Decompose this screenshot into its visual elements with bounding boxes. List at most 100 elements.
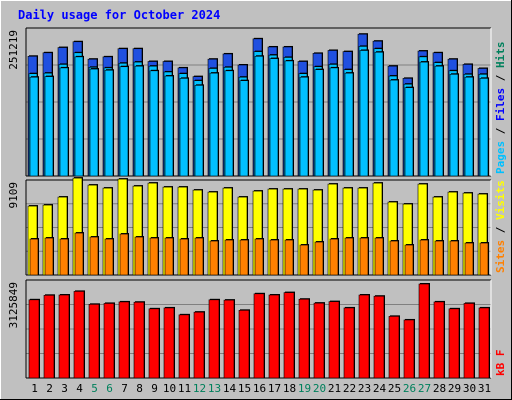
top-panel-bar-pages <box>29 76 39 177</box>
top-panel-bar-pages <box>449 73 459 177</box>
bottom-panel-bar-kbytes <box>433 301 445 379</box>
top-panel-bar-pages <box>149 70 159 177</box>
x-tick-label: 29 <box>448 382 461 395</box>
x-tick-label: 30 <box>463 382 476 395</box>
middle-panel-bar-sites <box>29 238 39 276</box>
top-panel-bar-pages <box>479 78 489 177</box>
bottom-panel-bar-kbytes <box>253 293 265 379</box>
top-panel-bar-pages <box>164 75 174 177</box>
x-tick-label: 3 <box>61 382 68 395</box>
bottom-panel-bar-kbytes <box>88 304 100 379</box>
x-tick-label: 19 <box>298 382 311 395</box>
top-panel-bar-pages <box>104 69 114 177</box>
top-panel-bar-pages <box>299 76 309 177</box>
middle-panel-legend-separator: / <box>494 220 507 240</box>
middle-panel-bar-sites <box>89 236 99 276</box>
middle-panel-bar-sites <box>404 244 414 276</box>
x-tick-label: 25 <box>388 382 401 395</box>
top-panel-bar-pages <box>284 60 294 177</box>
top-panel-bar-pages <box>224 70 234 177</box>
x-tick-label: 9 <box>151 382 158 395</box>
middle-panel-bar-sites <box>74 232 84 276</box>
top-panel-bar-pages <box>344 72 354 177</box>
x-tick-label: 13 <box>208 382 221 395</box>
middle-panel-legend-sites: Sites <box>494 240 507 273</box>
top-panel-legend-files: Files <box>494 88 507 121</box>
middle-panel-bar-sites <box>59 238 69 276</box>
middle-panel-legend: Sites / Visits <box>494 180 507 273</box>
top-panel-bar-pages <box>194 85 204 177</box>
x-tick-label: 10 <box>163 382 176 395</box>
bottom-panel-bar-kbytes <box>283 292 295 379</box>
top-panel-bar-pages <box>239 80 249 177</box>
x-tick-label: 27 <box>418 382 431 395</box>
bottom-panel-bar-kbytes <box>178 314 190 379</box>
bottom-panel-max-label: 3125849 <box>7 282 20 328</box>
top-panel-max-label: 251219 <box>7 30 20 70</box>
x-tick-label: 20 <box>313 382 326 395</box>
top-panel-legend-hits: Hits <box>494 42 507 69</box>
middle-panel-bar-sites <box>179 238 189 276</box>
middle-panel-max-label: 9109 <box>7 182 20 209</box>
x-tick-label: 11 <box>178 382 191 395</box>
top-panel-bar-pages <box>179 78 189 177</box>
bottom-panel-bar-kbytes <box>28 299 40 379</box>
x-tick-label: 22 <box>343 382 356 395</box>
bottom-panel-bar-kbytes <box>163 307 175 379</box>
bottom-panel-bar-kbytes <box>73 291 85 379</box>
middle-panel-bar-sites <box>464 242 474 276</box>
x-tick-label: 18 <box>283 382 296 395</box>
top-panel-bar-pages <box>329 67 339 177</box>
top-panel-legend-separator: / <box>494 68 507 88</box>
bottom-panel-bar-kbytes <box>478 307 490 379</box>
x-tick-label: 1 <box>31 382 38 395</box>
x-tick-label: 26 <box>403 382 416 395</box>
top-panel-bar-pages <box>119 66 129 177</box>
bottom-panel-bar-kbytes <box>358 294 370 379</box>
middle-panel-bar-sites <box>104 238 114 276</box>
top-panel-bar-pages <box>374 51 384 177</box>
bottom-panel-bar-kbytes <box>268 294 280 379</box>
middle-panel-bar-sites <box>479 242 489 276</box>
x-tick-label: 14 <box>223 382 237 395</box>
bottom-panel-bar-kbytes <box>463 303 475 379</box>
middle-panel-bar-sites <box>209 240 219 276</box>
bottom-panel-bar-kbytes <box>148 308 160 379</box>
bottom-panel-bar-kbytes <box>448 308 460 379</box>
bottom-panel-bar-kbytes <box>118 301 130 379</box>
bottom-panel-bar-kbytes <box>58 294 70 379</box>
bottom-panel-bar-kbytes <box>103 303 115 379</box>
x-tick-label: 5 <box>91 382 98 395</box>
middle-panel-bar-sites <box>194 237 204 276</box>
top-panel-bar-pages <box>404 87 414 177</box>
bottom-panel-bar-kbytes <box>388 316 400 379</box>
top-panel-legend-pages: Pages <box>494 141 507 174</box>
x-tick-label: 15 <box>238 382 251 395</box>
x-tick-label: 2 <box>46 382 53 395</box>
bottom-panel-bar-kbytes <box>418 283 430 379</box>
middle-panel-bar-sites <box>299 244 309 276</box>
middle-panel-bar-sites <box>134 236 144 276</box>
middle-panel-bar-sites <box>119 233 129 276</box>
middle-panel-bar-sites <box>314 241 324 276</box>
top-panel-bar-pages <box>419 61 429 177</box>
middle-panel-bar-sites <box>374 237 384 276</box>
x-tick-label: 7 <box>121 382 128 395</box>
middle-panel-bar-sites <box>284 239 294 276</box>
middle-panel-bar-sites <box>44 237 54 276</box>
bottom-panel-bar-kbytes <box>298 298 310 379</box>
bottom-panel-bar-kbytes <box>133 301 145 379</box>
x-tick-label: 6 <box>106 382 113 395</box>
top-panel-bar-pages <box>389 79 399 177</box>
middle-panel-bar-sites <box>344 237 354 276</box>
bottom-panel-bar-kbytes <box>223 299 235 379</box>
x-tick-label: 17 <box>268 382 281 395</box>
top-panel-bar-pages <box>434 65 444 177</box>
middle-panel-bar-sites <box>239 239 249 276</box>
top-panel-bar-pages <box>44 76 54 177</box>
bottom-panel-bar-kbytes <box>238 310 250 379</box>
chart-title: Daily usage for October 2024 <box>18 8 220 22</box>
x-tick-label: 12 <box>193 382 206 395</box>
x-tick-label: 23 <box>358 382 371 395</box>
